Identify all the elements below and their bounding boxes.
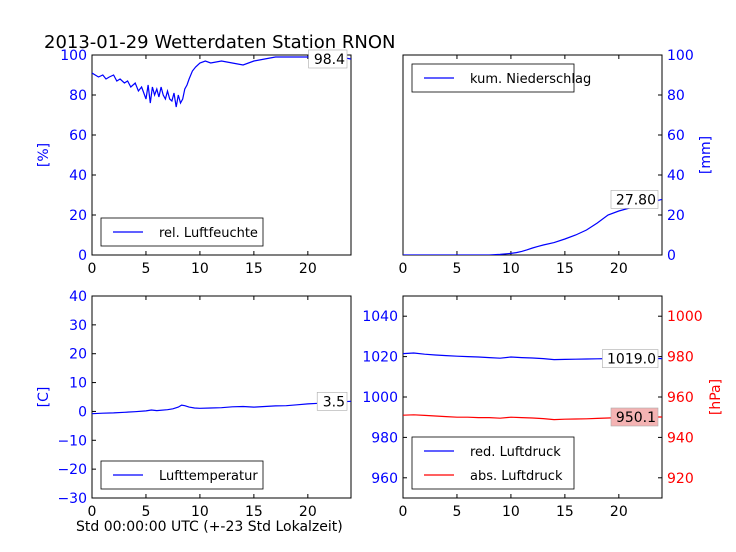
y-tick-label: 40 <box>667 168 685 184</box>
x-tick-label: 10 <box>502 504 520 520</box>
x-tick-label: 0 <box>399 261 408 277</box>
x-tick-label: 15 <box>245 261 263 277</box>
x-tick-label: 10 <box>502 261 520 277</box>
legend: rel. Luftfeuchte <box>100 217 264 247</box>
y-right-tick-label: 940 <box>667 430 694 446</box>
annotation-label: 950.1 <box>616 410 656 426</box>
series-line-kum-niederschlag <box>403 198 662 255</box>
legend-label: kum. Niederschlag <box>470 72 591 87</box>
series-line-lufttemperatur <box>92 400 351 415</box>
y-tick-label: 20 <box>69 347 87 363</box>
y-tick-label: 80 <box>69 88 87 104</box>
annotation-box <box>610 190 659 209</box>
y-axis-label: [C] <box>36 387 52 408</box>
series-line-rel-luftfeuchte <box>92 55 351 108</box>
annotation-box <box>308 49 348 69</box>
x-tick-label: 20 <box>610 261 628 277</box>
x-tick-label: 0 <box>399 504 408 520</box>
x-tick-label: 5 <box>141 504 150 520</box>
annotation-box <box>316 392 348 411</box>
plot-frame <box>402 54 663 256</box>
y-tick-label: 100 <box>667 48 694 64</box>
y-tick-label: 80 <box>667 88 685 104</box>
x-tick-label: 15 <box>245 504 263 520</box>
x-tick-label: 0 <box>88 261 97 277</box>
x-tick-label: 20 <box>610 504 628 520</box>
y-tick-label: −30 <box>57 491 87 507</box>
y-tick-label: −10 <box>57 433 87 449</box>
y-tick-label: −20 <box>57 462 87 478</box>
legend: Lufttemperatur <box>100 460 264 490</box>
y-tick-label: 10 <box>69 376 87 392</box>
y-tick-label: 20 <box>69 208 87 224</box>
y-axis-label: [mm] <box>698 136 714 174</box>
x-tick-label: 5 <box>141 261 150 277</box>
annotation-label: 27.80 <box>616 192 656 208</box>
y-tick-label: 0 <box>78 404 87 420</box>
y-right-tick-label: 960 <box>667 390 694 406</box>
annotation-box <box>602 349 659 368</box>
legend: red. Luftdruck abs. Luftdruck <box>411 436 575 490</box>
legend: kum. Niederschlag <box>411 63 591 93</box>
x-tick-label: 10 <box>191 504 209 520</box>
legend-box <box>411 436 575 490</box>
plot-frame <box>91 54 352 256</box>
y-right-tick-label: 1000 <box>667 309 703 325</box>
y-tick-label: 1000 <box>362 390 398 406</box>
y-right-tick-label: 980 <box>667 350 694 366</box>
panel-precip: 0 5 10 15 20 0 20 40 60 80 100 [mm] 27.80 kum. Nieder… <box>399 48 714 277</box>
panel-pressure: 0 5 10 15 20 960 980 1000 1020 1040 920 940 960 980 10… <box>362 295 724 520</box>
plot-frame <box>91 295 352 499</box>
y-tick-label: 40 <box>69 289 87 305</box>
y-tick-label: 0 <box>78 248 87 264</box>
y-right-axis-label: [hPa] <box>708 379 724 415</box>
y-tick-label: 1040 <box>362 309 398 325</box>
y-axis-label: [%] <box>36 143 52 167</box>
legend-label: red. Luftdruck <box>470 445 561 460</box>
figure-title: 2013-01-29 Wetterdaten Station RNON <box>44 32 395 53</box>
x-tick-label: 20 <box>299 504 317 520</box>
panel-temperature: 0 5 10 15 20 −30 −20 −10 0 10 20 30 40 [C] 3.5 Lufttemp… <box>36 289 352 520</box>
y-tick-label: 960 <box>371 471 398 487</box>
x-tick-label: 15 <box>556 504 574 520</box>
y-tick-label: 20 <box>667 208 685 224</box>
x-tick-label: 5 <box>452 504 461 520</box>
x-tick-label: 5 <box>452 261 461 277</box>
annotation-label: 98.4 <box>314 52 345 68</box>
x-tick-label: 20 <box>299 261 317 277</box>
y-tick-label: 980 <box>371 430 398 446</box>
y-right-tick-label: 920 <box>667 471 694 487</box>
y-tick-label: 40 <box>69 168 87 184</box>
y-tick-label: 60 <box>667 128 685 144</box>
legend-label: Lufttemperatur <box>159 469 258 484</box>
y-tick-label: 0 <box>667 248 676 264</box>
y-tick-label: 60 <box>69 128 87 144</box>
y-tick-label: 30 <box>69 318 87 334</box>
panel-humidity: 0 5 10 15 20 0 20 40 60 80 100 [%] 98.4 rel. Luftfeuc… <box>36 48 352 277</box>
annotation-label: 1019.0 <box>607 352 656 368</box>
annotation-box <box>610 407 659 427</box>
y-tick-label: 100 <box>60 48 87 64</box>
legend-label: rel. Luftfeuchte <box>159 226 258 241</box>
annotation-label: 3.5 <box>323 394 345 410</box>
x-tick-label: 0 <box>88 504 97 520</box>
x-tick-label: 10 <box>191 261 209 277</box>
legend-label: abs. Luftdruck <box>470 469 563 484</box>
x-tick-label: 15 <box>556 261 574 277</box>
x-axis-label: Std 00:00:00 UTC (+-23 Std Lokalzeit) <box>76 519 343 535</box>
y-tick-label: 1020 <box>362 350 398 366</box>
